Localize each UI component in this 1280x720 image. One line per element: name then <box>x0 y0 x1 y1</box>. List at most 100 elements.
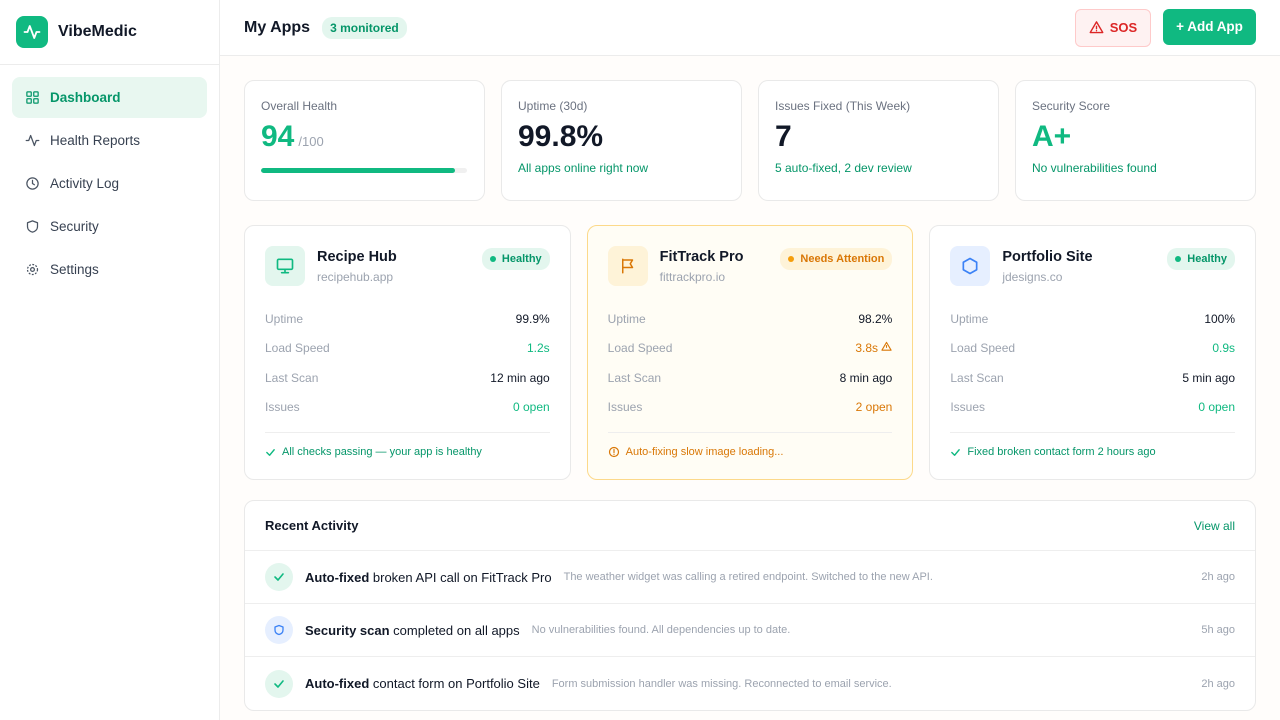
alert-circle-icon <box>608 446 619 458</box>
divider <box>950 432 1236 433</box>
view-all-link[interactable]: View all <box>1193 518 1235 533</box>
stat-subtext: All apps online right now <box>518 161 649 175</box>
metric-row-issues: Issues 0 open <box>950 393 1235 423</box>
brand[interactable]: VibeMedic <box>0 0 219 65</box>
metric-label: Issues <box>950 400 986 415</box>
gear-icon <box>24 262 40 278</box>
stat-suffix: /100 <box>298 134 324 149</box>
stat-label: Issues Fixed (This Week) <box>775 99 911 113</box>
app-cards-row: Recipe Hub recipehub.app Healthy Uptime 9… <box>244 225 1257 480</box>
metric-value: 98.2% <box>858 311 893 326</box>
check-icon <box>266 448 275 456</box>
activity-action: Auto-fixed <box>305 676 370 691</box>
metric-value: 99.9% <box>515 311 550 326</box>
activity-action: Auto-fixed <box>305 569 370 585</box>
stat-subtext: No vulnerabilities found <box>1032 161 1157 175</box>
metric-value: 12 min ago <box>490 370 550 385</box>
clock-icon <box>24 176 40 192</box>
status-badge: Needs Attention <box>780 248 893 270</box>
sidebar-item-activity-log[interactable]: Activity Log <box>12 163 207 204</box>
flag-icon <box>607 246 648 286</box>
warning-icon <box>881 342 892 351</box>
activity-item[interactable]: Auto-fixed contact form on Portfolio Sit… <box>245 657 1255 710</box>
stat-subtext: 5 auto-fixed, 2 dev review <box>775 161 912 175</box>
divider <box>265 432 550 433</box>
metric-row-issues: Issues 2 open <box>608 393 893 423</box>
sidebar-item-security[interactable]: Security <box>12 206 207 247</box>
check-icon <box>265 669 293 698</box>
metric-row-load-speed: Load Speed 3.8s <box>608 334 893 364</box>
brand-name: VibeMedic <box>58 23 137 40</box>
metric-value: 5 min ago <box>1182 370 1236 385</box>
metric-row-uptime: Uptime 99.9% <box>265 304 550 334</box>
app-card-recipe-hub[interactable]: Recipe Hub recipehub.app Healthy Uptime 9… <box>244 225 571 480</box>
metric-label: Issues <box>607 400 643 415</box>
health-score: 94 <box>261 120 295 153</box>
status-dot <box>788 256 795 262</box>
sidebar-item-settings[interactable]: Settings <box>12 249 207 290</box>
app-footer-text: All checks passing — your app is healthy <box>282 446 482 458</box>
sidebar: VibeMedic Dashboard Health Reports Activ… <box>0 0 220 720</box>
stat-card-issues-fixed: Issues Fixed (This Week) 7 5 auto-fixed,… <box>758 80 999 201</box>
metric-label: Uptime <box>265 311 304 326</box>
activity-description: The weather widget was calling a retired… <box>563 571 933 583</box>
status-label: Needs Attention <box>800 253 885 265</box>
app-domain: recipehub.app <box>317 270 394 284</box>
metric-label: Uptime <box>950 311 989 326</box>
app-name: Portfolio Site <box>1002 249 1093 265</box>
sos-button[interactable]: SOS <box>1075 8 1151 47</box>
pulse-icon <box>16 16 48 48</box>
activity-item[interactable]: Security scan completed on all apps No v… <box>245 604 1255 657</box>
header-actions: SOS + Add App <box>1075 8 1256 47</box>
check-icon <box>265 563 293 591</box>
recent-activity-panel: Recent Activity View all Auto-fixed brok… <box>244 500 1256 711</box>
status-label: Healthy <box>501 253 542 265</box>
status-badge: Healthy <box>481 248 550 270</box>
status-dot <box>489 256 496 262</box>
activity-time: 2h ago <box>1201 571 1235 583</box>
stat-label: Uptime (30d) <box>518 99 588 113</box>
activity-item[interactable]: Auto-fixed broken API call on FitTrack P… <box>245 551 1255 604</box>
activity-time: 5h ago <box>1201 624 1235 636</box>
app-card-portfolio-site[interactable]: Portfolio Site jdesigns.co Healthy Uptim… <box>929 225 1257 480</box>
sos-label: SOS <box>1109 20 1138 35</box>
warning-icon <box>1089 21 1104 34</box>
app-metrics: Uptime 100% Load Speed 0.9s Last Scan 5 min… <box>950 304 1235 422</box>
metric-row-last-scan: Last Scan 5 min ago <box>950 363 1235 393</box>
app-domain: jdesigns.co <box>1002 270 1063 284</box>
metric-value: 0 open <box>1198 400 1236 415</box>
recent-activity-title: Recent Activity <box>265 518 359 533</box>
stat-value: 94/100 <box>261 121 468 158</box>
metric-label: Last Scan <box>265 370 319 385</box>
monitor-icon <box>265 246 305 286</box>
metric-row-uptime: Uptime 100% <box>950 304 1235 334</box>
sidebar-item-dashboard[interactable]: Dashboard <box>12 77 207 118</box>
stats-row: Overall Health 94/100 Uptime (30d) 99.8%… <box>244 80 1256 201</box>
metric-label: Load Speed <box>950 341 1016 356</box>
metric-value: 8 min ago <box>839 370 893 385</box>
sidebar-item-label: Settings <box>50 262 99 277</box>
stat-card-security-score: Security Score A+ No vulnerabilities fou… <box>1015 80 1256 201</box>
app-metrics: Uptime 99.9% Load Speed 1.2s Last Scan 12 m… <box>265 304 550 422</box>
activity-time: 2h ago <box>1201 677 1235 690</box>
stat-label: Overall Health <box>261 99 338 113</box>
stat-label: Security Score <box>1032 99 1111 113</box>
metric-label: Last Scan <box>950 370 1004 385</box>
app-domain: fittrackpro.io <box>659 270 726 284</box>
app-card-fittrack-pro[interactable]: FitTrack Pro fittrackpro.io Needs Attent… <box>586 225 914 480</box>
add-app-button[interactable]: + Add App <box>1163 8 1256 45</box>
metric-row-last-scan: Last Scan 12 min ago <box>265 363 550 393</box>
metric-label: Load Speed <box>265 341 330 356</box>
sidebar-item-health-reports[interactable]: Health Reports <box>12 120 207 161</box>
metric-label: Uptime <box>607 311 646 326</box>
app-name: Recipe Hub <box>317 249 397 265</box>
status-badge: Healthy <box>1167 248 1236 270</box>
stat-card-uptime: Uptime (30d) 99.8% All apps online right… <box>501 80 742 201</box>
metric-row-load-speed: Load Speed 1.2s <box>265 334 550 364</box>
metric-value-warning: 3.8s <box>855 341 892 355</box>
sidebar-item-label: Security <box>50 219 99 234</box>
metric-value: 2 open <box>855 400 893 415</box>
app-footer: All checks passing — your app is healthy <box>265 446 550 458</box>
grid-icon <box>24 90 40 106</box>
app-footer: Auto-fixing slow image loading... <box>608 446 893 458</box>
